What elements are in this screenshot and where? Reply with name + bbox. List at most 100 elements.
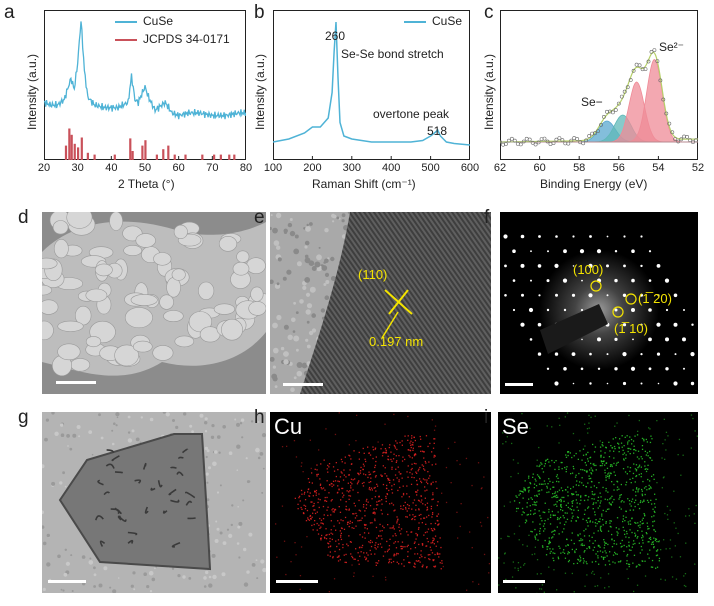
se-signal-dot — [633, 540, 635, 542]
tem-contrast-stroke — [106, 449, 114, 453]
se-signal-dot — [636, 565, 638, 567]
cu-signal-dot — [310, 467, 312, 470]
diffraction-spot — [520, 322, 525, 327]
se-signal-dot — [655, 538, 658, 540]
cu-signal-dot — [387, 479, 389, 481]
cu-signal-dot — [384, 473, 386, 475]
se-signal-dot — [615, 543, 618, 545]
se-signal-dot — [643, 500, 645, 502]
noise-speck — [205, 472, 209, 476]
cu-signal-dot — [412, 447, 414, 449]
se-signal-dot — [618, 447, 620, 449]
se-signal-dot — [635, 534, 637, 536]
cu-signal-dot — [419, 561, 421, 563]
se-signal-dot — [616, 531, 618, 533]
cu-signal-dot — [353, 572, 355, 574]
cu-signal-dot — [363, 552, 365, 554]
se-signal-dot — [596, 487, 598, 489]
cu-signal-dot — [367, 446, 369, 448]
cu-signal-dot — [381, 513, 383, 515]
se-signal-dot — [622, 515, 625, 517]
se-signal-dot — [534, 504, 536, 506]
noise-speck — [292, 330, 296, 333]
cu-signal-dot — [297, 508, 299, 510]
cu-signal-dot — [385, 451, 387, 453]
diffraction-spot — [571, 293, 576, 297]
se-signal-dot — [506, 436, 508, 438]
se-signal-dot — [593, 546, 596, 548]
se-signal-dot — [561, 531, 564, 533]
noise-speck — [165, 412, 170, 417]
cu-signal-dot — [393, 542, 395, 544]
diffraction-spot — [622, 352, 627, 357]
tem-contrast-stroke — [127, 539, 134, 544]
se-signal-dot — [538, 476, 541, 479]
cu-signal-dot — [433, 565, 435, 568]
cu-signal-dot — [369, 454, 372, 456]
sem-particle — [173, 224, 188, 239]
spot-label-110: (1̅ 10) — [614, 321, 648, 336]
x-tick-label: 60 — [172, 162, 185, 174]
panel-label-d: d — [18, 207, 29, 228]
se-signal-dot — [580, 559, 582, 561]
se-signal-dot — [641, 494, 644, 497]
noise-speck — [228, 533, 233, 538]
se-signal-dot — [594, 493, 596, 495]
tem-contrast-stroke — [150, 487, 156, 491]
cu-signal-dot — [330, 545, 332, 547]
se-signal-dot — [669, 509, 671, 511]
se-signal-dot — [542, 471, 545, 473]
sem-particle — [248, 301, 266, 316]
cu-signal-dot — [412, 502, 414, 504]
cu-signal-dot — [407, 555, 409, 558]
noise-speck — [283, 351, 289, 357]
se-signal-dot — [576, 562, 579, 564]
cu-signal-dot — [420, 450, 422, 452]
se-signal-dot — [559, 547, 561, 549]
cu-signal-dot — [342, 479, 345, 481]
se-signal-dot — [541, 468, 543, 470]
cu-signal-dot — [393, 444, 395, 447]
sem-particle — [250, 286, 264, 302]
cu-signal-dot — [390, 458, 392, 461]
cu-signal-dot — [332, 480, 335, 482]
cu-signal-dot — [365, 504, 368, 506]
cu-signal-dot — [422, 564, 424, 566]
se-signal-dot — [648, 541, 650, 543]
cu-signal-dot — [431, 513, 434, 515]
se-signal-dot — [649, 480, 651, 482]
se-signal-dot — [534, 495, 536, 497]
se-signal-dot — [529, 483, 532, 485]
cu-signal-dot — [416, 491, 418, 493]
cu-signal-dot — [361, 546, 363, 549]
se-signal-dot — [632, 509, 635, 511]
noise-speck — [243, 582, 249, 587]
cu-signal-dot — [361, 517, 363, 519]
diffraction-spot — [537, 264, 542, 268]
cu-signal-dot — [445, 466, 448, 469]
legend-label: CuSe — [143, 14, 174, 28]
se-signal-dot — [628, 523, 630, 525]
se-signal-dot — [632, 562, 634, 564]
se-signal-dot — [558, 468, 560, 470]
se-signal-dot — [630, 448, 632, 450]
se-signal-dot — [575, 499, 577, 501]
se-signal-dot — [619, 496, 621, 498]
cu-signal-dot — [337, 539, 340, 541]
noise-speck — [236, 469, 239, 471]
cu-signal-dot — [401, 541, 404, 543]
noise-speck — [280, 346, 285, 351]
se-signal-dot — [640, 473, 642, 475]
se-signal-dot — [588, 496, 590, 498]
se-signal-dot — [517, 507, 519, 510]
se-signal-dot — [587, 499, 589, 501]
cu-signal-dot — [335, 475, 337, 478]
cu-signal-dot — [441, 560, 443, 562]
cu-signal-dot — [415, 463, 417, 465]
cu-signal-dot — [388, 446, 390, 449]
sem-particle — [152, 345, 174, 361]
cu-signal-dot — [358, 509, 360, 511]
cu-signal-dot — [375, 548, 377, 550]
noise-speck — [236, 444, 241, 449]
se-signal-dot — [512, 459, 515, 461]
